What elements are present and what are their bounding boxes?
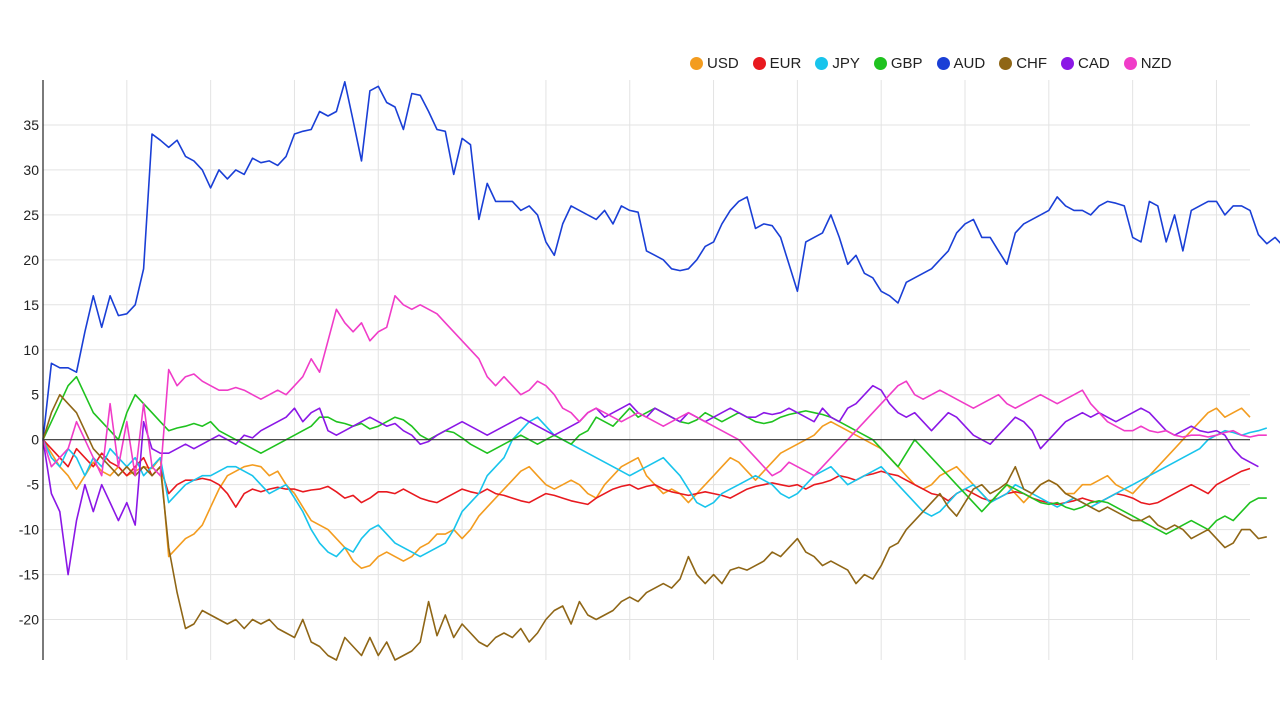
legend-label: GBP xyxy=(890,55,923,72)
legend-swatch xyxy=(999,57,1013,70)
legend-swatch xyxy=(936,57,950,70)
series-line-nzd xyxy=(42,294,1267,477)
legend-swatch xyxy=(1061,57,1075,70)
series-line-jpy xyxy=(42,416,1268,558)
series-line-cad xyxy=(42,384,1259,576)
y-tick-label: 10 xyxy=(23,342,39,358)
y-tick-label: -20 xyxy=(19,612,39,628)
legend-label: EUR xyxy=(769,55,802,72)
legend-swatch xyxy=(690,57,703,70)
legend-label: USD xyxy=(707,55,739,72)
legend-label: CAD xyxy=(1078,55,1110,72)
legend: USD EUR JPY GBP AUD CHF CAD NZD xyxy=(690,55,1186,72)
legend-item-jpy[interactable]: JPY xyxy=(815,55,860,72)
legend-label: CHF xyxy=(1016,55,1048,72)
series-line-usd xyxy=(42,407,1251,570)
legend-item-nzd[interactable]: NZD xyxy=(1123,55,1172,72)
grid xyxy=(43,80,1250,660)
legend-swatch xyxy=(1123,57,1137,70)
series-line-gbp xyxy=(42,375,1267,535)
legend-swatch xyxy=(752,57,766,70)
legend-item-chf[interactable]: CHF xyxy=(999,55,1047,72)
y-tick-label: 20 xyxy=(23,252,39,268)
legend-item-cad[interactable]: CAD xyxy=(1061,55,1110,72)
y-tick-label: 15 xyxy=(23,297,39,313)
y-tick-label: -10 xyxy=(19,522,39,538)
y-tick-label: 25 xyxy=(23,207,39,223)
y-tick-label: 35 xyxy=(23,117,39,133)
legend-item-eur[interactable]: EUR xyxy=(752,55,802,72)
legend-label: JPY xyxy=(832,55,860,72)
legend-item-aud[interactable]: AUD xyxy=(936,55,986,72)
legend-swatch xyxy=(873,57,887,70)
legend-label: AUD xyxy=(953,55,986,72)
y-axis-ticks: -20 -15 -10 -5 0 5 10 15 20 25 30 35 xyxy=(19,117,39,628)
y-tick-label: 5 xyxy=(31,387,39,403)
series-lines xyxy=(42,81,1280,661)
legend-item-usd[interactable]: USD xyxy=(690,55,739,72)
y-tick-label: -15 xyxy=(19,567,39,583)
series-line-chf xyxy=(42,393,1267,661)
y-tick-label: 30 xyxy=(23,162,39,178)
y-tick-label: 0 xyxy=(31,432,39,448)
y-tick-label: -5 xyxy=(27,477,40,493)
legend-label: NZD xyxy=(1140,55,1172,72)
legend-item-gbp[interactable]: GBP xyxy=(873,55,923,72)
series-line-aud xyxy=(42,81,1280,440)
legend-swatch xyxy=(815,57,829,70)
axes xyxy=(42,80,1250,660)
series-line-eur xyxy=(42,439,1251,508)
